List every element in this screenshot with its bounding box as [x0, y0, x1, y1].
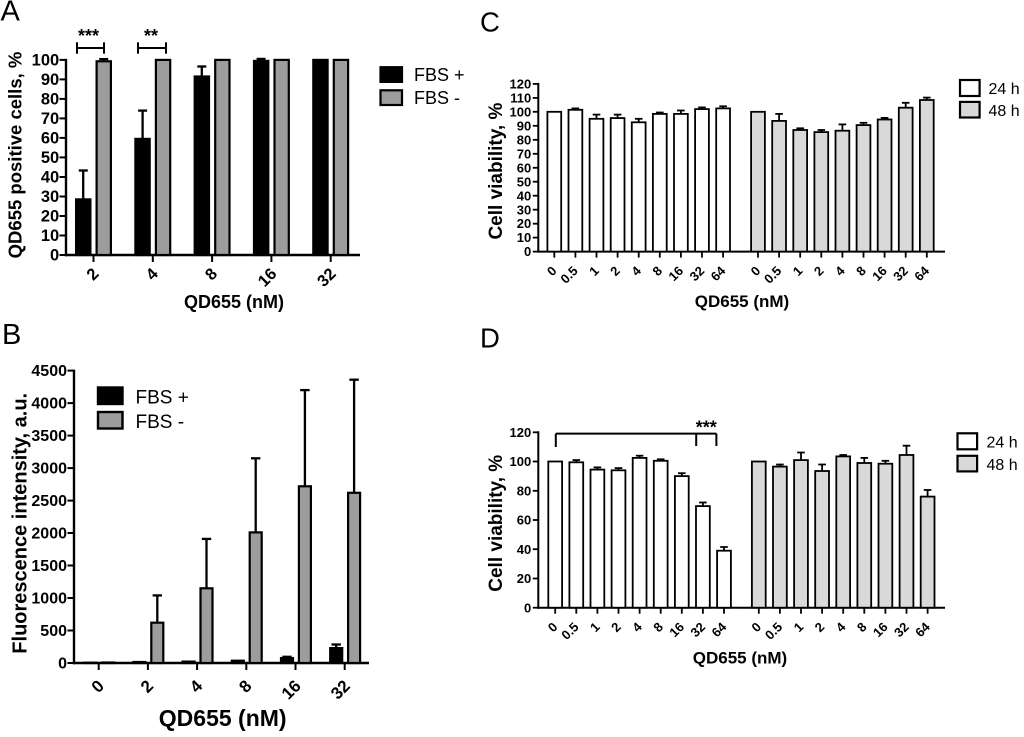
svg-text:120: 120 — [509, 425, 531, 440]
svg-text:48 h: 48 h — [989, 103, 1020, 120]
svg-text:40: 40 — [41, 169, 59, 187]
svg-text:QD655 (nM): QD655 (nM) — [159, 705, 287, 731]
svg-text:48 h: 48 h — [987, 457, 1018, 474]
svg-text:1000: 1000 — [31, 591, 67, 608]
svg-text:0: 0 — [58, 656, 67, 673]
svg-text:20: 20 — [517, 216, 531, 231]
svg-text:QD655 positive cells, %: QD655 positive cells, % — [5, 52, 26, 259]
svg-text:FBS -: FBS - — [414, 88, 460, 108]
svg-text:QD655 (nM): QD655 (nM) — [695, 292, 789, 311]
svg-text:Cell viability, %: Cell viability, % — [486, 455, 507, 592]
svg-text:100: 100 — [509, 454, 531, 469]
svg-text:10: 10 — [517, 230, 531, 245]
svg-text:80: 80 — [517, 132, 531, 147]
svg-text:FBS +: FBS + — [136, 388, 189, 409]
svg-text:80: 80 — [517, 483, 531, 498]
svg-text:100: 100 — [509, 104, 531, 119]
svg-text:4000: 4000 — [31, 396, 67, 413]
svg-text:24 h: 24 h — [989, 81, 1020, 98]
svg-text:60: 60 — [517, 160, 531, 175]
svg-text:2500: 2500 — [31, 493, 67, 510]
svg-text:90: 90 — [517, 118, 531, 133]
svg-text:2000: 2000 — [31, 526, 67, 543]
svg-text:B: B — [2, 319, 21, 351]
svg-text:60: 60 — [41, 130, 59, 148]
svg-text:500: 500 — [40, 623, 67, 640]
svg-text:40: 40 — [517, 188, 531, 203]
svg-text:100: 100 — [32, 52, 60, 70]
svg-text:QD655 (nM): QD655 (nM) — [184, 292, 284, 312]
svg-text:60: 60 — [517, 513, 531, 528]
svg-text:40: 40 — [517, 542, 531, 557]
svg-text:***: *** — [696, 418, 717, 438]
svg-text:0: 0 — [524, 600, 531, 615]
svg-text:90: 90 — [41, 71, 59, 89]
svg-text:0: 0 — [50, 247, 59, 265]
svg-text:D: D — [480, 323, 500, 354]
svg-text:80: 80 — [41, 91, 59, 109]
svg-text:110: 110 — [510, 91, 531, 106]
svg-text:3500: 3500 — [31, 428, 67, 445]
svg-text:FBS +: FBS + — [414, 65, 465, 85]
svg-text:10: 10 — [41, 227, 59, 245]
svg-text:3000: 3000 — [31, 461, 67, 478]
svg-text:70: 70 — [517, 146, 531, 161]
svg-text:***: *** — [78, 26, 99, 46]
svg-text:**: ** — [144, 26, 158, 46]
svg-text:120: 120 — [509, 77, 531, 92]
svg-text:24 h: 24 h — [987, 435, 1018, 452]
svg-text:C: C — [480, 6, 500, 37]
svg-text:20: 20 — [41, 208, 59, 226]
svg-text:FBS -: FBS - — [136, 412, 185, 433]
svg-text:50: 50 — [517, 174, 531, 189]
svg-text:Fluorescence intensity, a.u.: Fluorescence intensity, a.u. — [10, 393, 32, 654]
svg-text:30: 30 — [517, 202, 531, 217]
svg-text:50: 50 — [41, 149, 59, 167]
svg-text:20: 20 — [517, 571, 531, 586]
svg-text:0: 0 — [524, 244, 531, 259]
svg-text:A: A — [1, 0, 21, 28]
svg-text:1500: 1500 — [31, 558, 67, 575]
svg-text:Cell viability, %: Cell viability, % — [486, 103, 507, 240]
svg-text:30: 30 — [41, 188, 59, 206]
svg-text:QD655 (nM): QD655 (nM) — [693, 649, 787, 668]
svg-text:70: 70 — [41, 110, 59, 128]
svg-text:4500: 4500 — [31, 363, 67, 380]
